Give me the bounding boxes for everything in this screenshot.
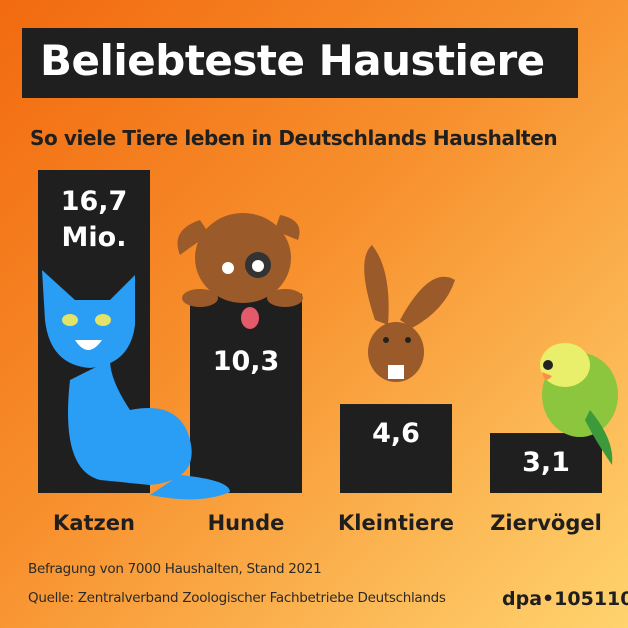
chart-subtitle: So viele Tiere leben in Deutschlands Hau… — [30, 126, 558, 150]
rabbit-illustration — [364, 245, 455, 382]
title-banner — [22, 28, 578, 98]
footnote: Befragung von 7000 Haushalten, Stand 202… — [28, 561, 322, 577]
bar-ziervögel — [490, 433, 602, 493]
chart-title: Beliebteste Haustiere — [40, 36, 545, 85]
category-label: Hunde — [208, 511, 285, 535]
data-label: Mio. — [62, 222, 127, 253]
illustrations — [42, 213, 618, 500]
dpa-logo: dpa•105110 — [502, 588, 628, 610]
cat-illustration — [42, 270, 230, 500]
data-label: 3,1 — [522, 447, 570, 478]
budgie-illustration — [540, 343, 618, 465]
data-label: 4,6 — [372, 418, 420, 449]
source-note: Quelle: Zentralverband Zoologischer Fach… — [28, 590, 446, 606]
data-label: 16,7 — [61, 186, 128, 217]
category-label: Katzen — [53, 511, 135, 535]
category-label: Ziervögel — [490, 511, 602, 535]
data-label: 10,3 — [213, 346, 280, 377]
category-label: Kleintiere — [338, 511, 454, 535]
bar-kleintiere — [340, 404, 452, 493]
dog-illustration — [177, 213, 303, 329]
